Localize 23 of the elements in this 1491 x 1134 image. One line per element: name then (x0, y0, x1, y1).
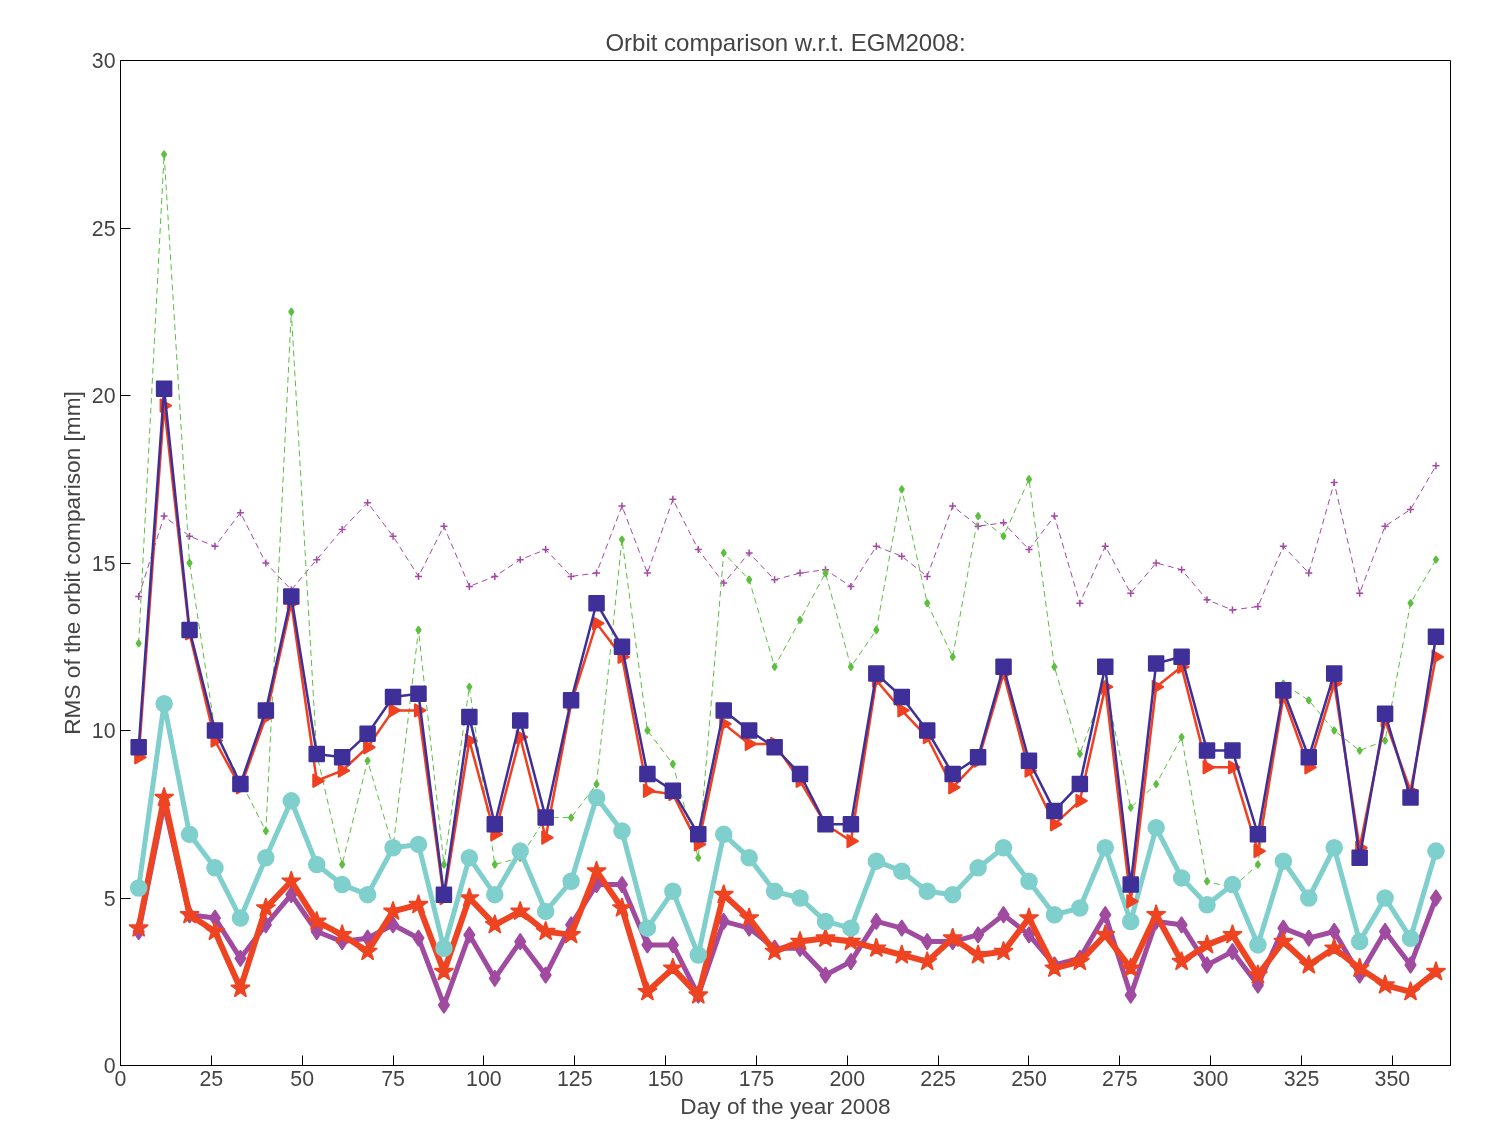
y-tick-label: 30 (91, 49, 116, 73)
x-tick-label: 300 (1192, 1066, 1229, 1091)
x-tick-label: 100 (466, 1066, 502, 1091)
x-tick-label: 50 (290, 1066, 315, 1091)
x-axis-title: Day of the year 2008 (680, 1092, 891, 1119)
y-tick-label: 20 (91, 384, 116, 408)
y-tick-label: 10 (91, 719, 116, 743)
y-tick-label: 5 (103, 886, 116, 911)
x-tick-label: 150 (647, 1066, 684, 1091)
x-tick-label: 225 (920, 1066, 956, 1091)
x-tick-label: 75 (381, 1066, 405, 1091)
y-axis-title: RMS of the orbit comparison [mm] (58, 391, 85, 735)
y-tick-label: 15 (91, 551, 116, 576)
x-tick-label: 350 (1374, 1066, 1411, 1091)
x-tick-label: 325 (1283, 1066, 1320, 1091)
x-tick-label: 175 (738, 1066, 775, 1091)
x-tick-label: 275 (1102, 1066, 1138, 1091)
x-tick-label: 200 (829, 1066, 866, 1091)
x-tick-label: 125 (556, 1066, 593, 1091)
y-tick-label: 25 (91, 216, 116, 241)
x-tick-label: 25 (199, 1066, 224, 1091)
x-tick-label: 250 (1011, 1066, 1047, 1091)
chart-title: Orbit comparison w.r.t. EGM2008: (605, 28, 966, 56)
